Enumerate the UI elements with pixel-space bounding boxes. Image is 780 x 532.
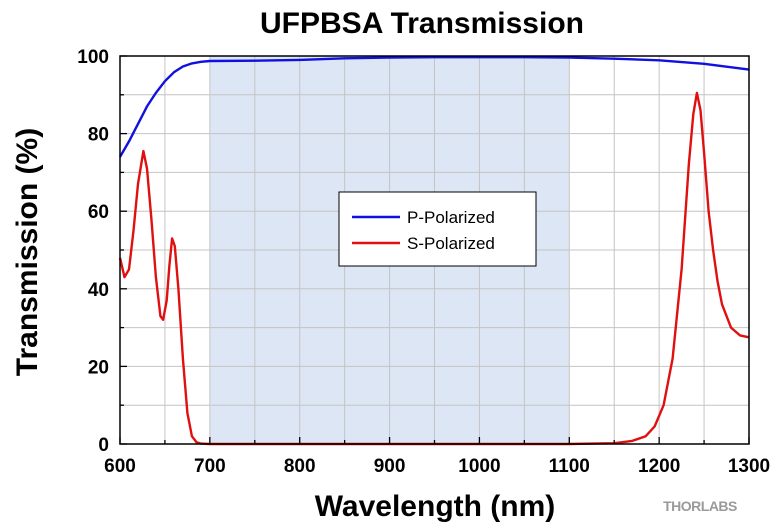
y-tick-label: 100	[77, 47, 109, 68]
y-tick-label: 40	[88, 280, 109, 301]
series-line-p-polarized	[118, 56, 750, 158]
x-tick-label: 800	[284, 456, 316, 477]
x-tick-label: 1200	[638, 456, 680, 477]
legend-label-s-polarized: S-Polarized	[407, 234, 495, 253]
x-tick-label: 1300	[728, 456, 770, 477]
y-axis-label: Transmission (%)	[11, 128, 44, 376]
chart-title: UFPBSA Transmission	[260, 7, 584, 40]
y-tick-label: 20	[88, 357, 109, 378]
y-tick-label: 0	[98, 435, 109, 456]
x-axis-label: Wavelength (nm)	[315, 490, 556, 523]
x-tick-label: 1100	[549, 456, 590, 477]
legend: P-Polarized S-Polarized	[338, 191, 537, 267]
y-tick-label: 60	[88, 202, 109, 223]
ticks-layer: 600 700 800 900 1000 1100 1200 1300 0 20 40 60 80 100	[77, 47, 770, 477]
thorlabs-logo: THORLABS	[663, 498, 737, 514]
y-tick-label: 80	[88, 125, 109, 146]
legend-box	[338, 191, 537, 267]
x-tick-label: 700	[194, 456, 226, 477]
legend-label-p-polarized: P-Polarized	[407, 208, 495, 227]
grid-layer	[120, 56, 749, 444]
x-tick-label: 900	[374, 456, 406, 477]
x-tick-label: 600	[104, 456, 136, 477]
x-tick-label: 1000	[458, 456, 500, 477]
